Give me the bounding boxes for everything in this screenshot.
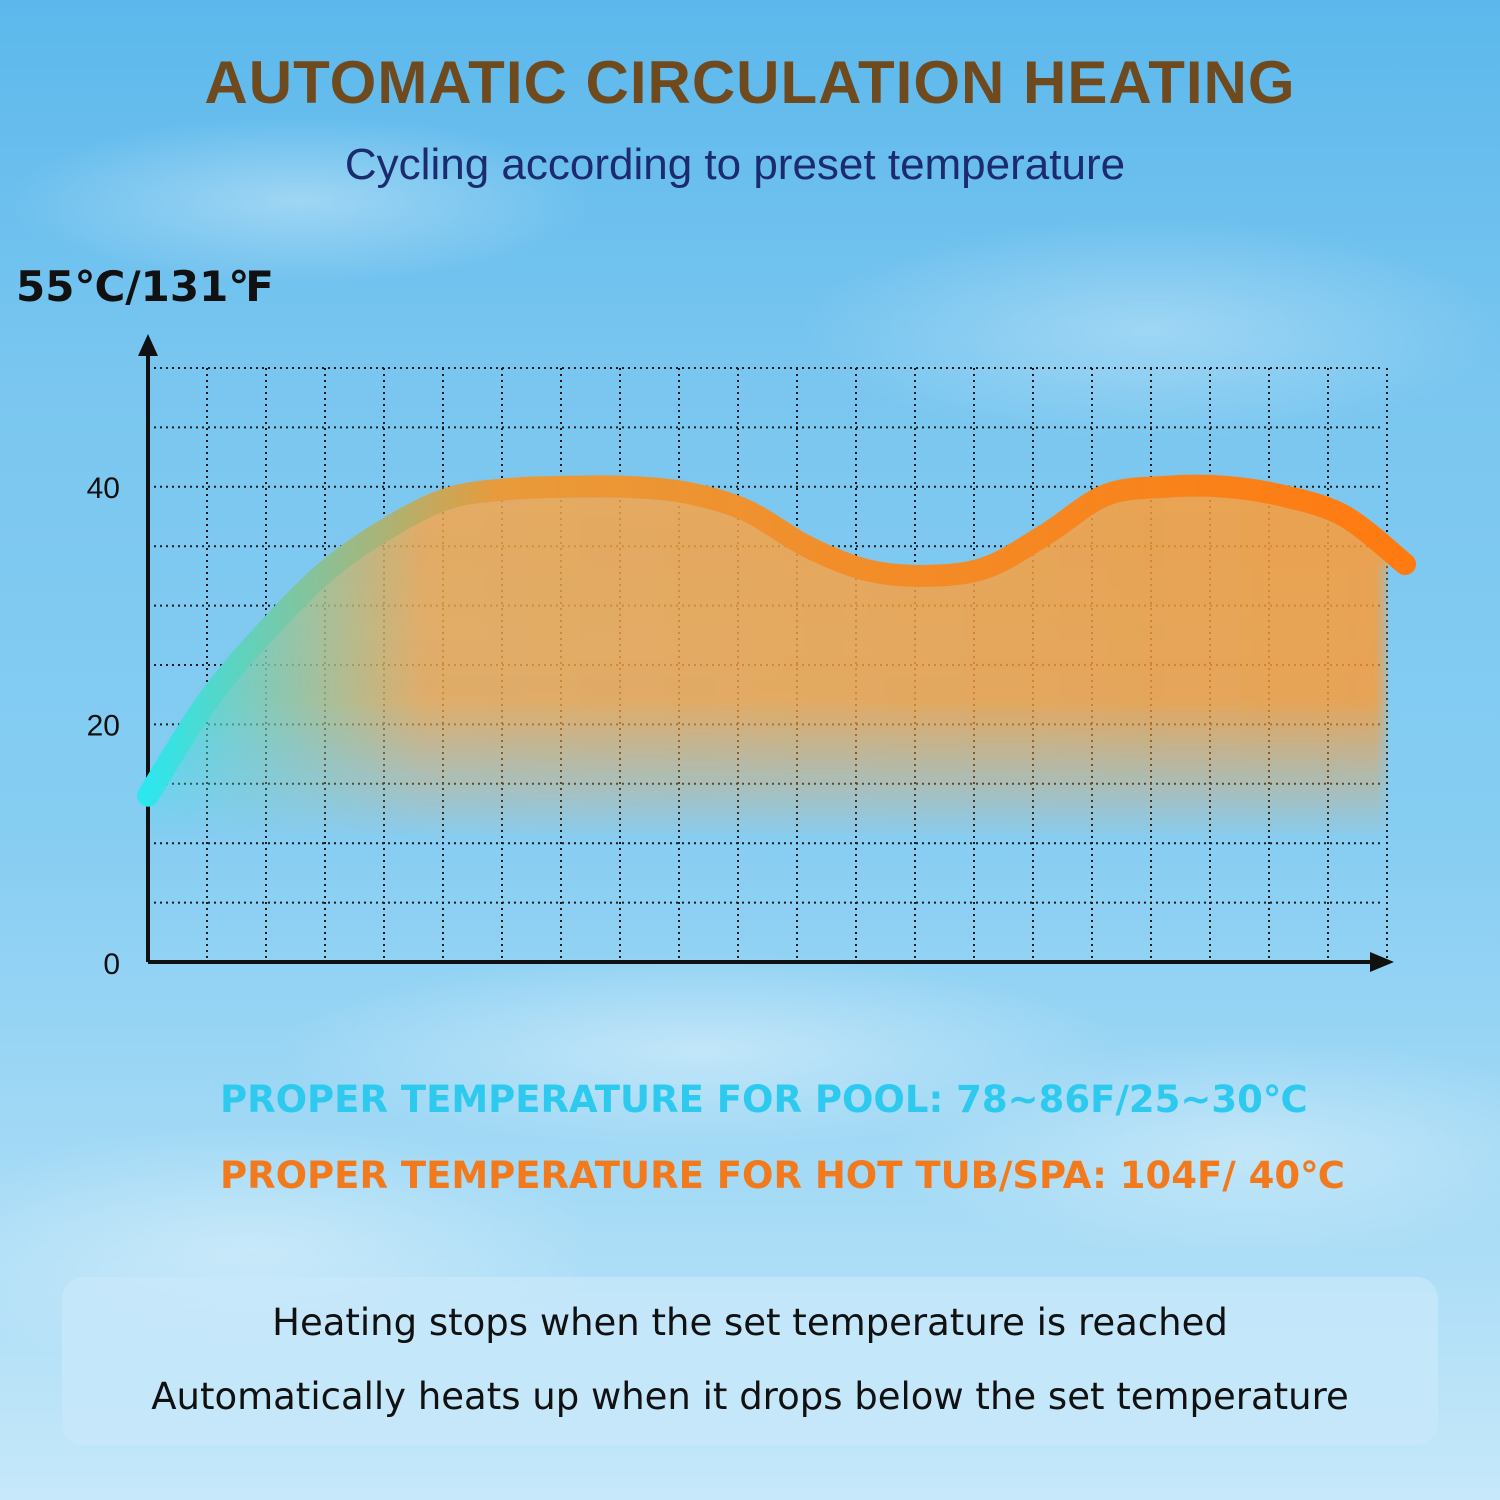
axes xyxy=(138,334,1394,972)
x-axis-arrow xyxy=(1370,952,1394,972)
y-tick-label: 20 xyxy=(87,709,120,742)
y-tick-label: 0 xyxy=(103,948,120,981)
y-axis-arrow xyxy=(138,334,158,356)
pool-temperature-note: PROPER TEMPERATURE FOR POOL: 78~86F/25~3… xyxy=(220,1078,1308,1121)
page-subtitle: Cycling according to preset temperature xyxy=(344,140,1126,189)
y-tick-labels: 0 20 40 xyxy=(87,472,120,981)
temperature-area xyxy=(148,485,1405,850)
info-line-2: Automatically heats up when it drops bel… xyxy=(151,1375,1349,1418)
y-tick-label: 40 xyxy=(87,472,120,505)
spa-temperature-note: PROPER TEMPERATURE FOR HOT TUB/SPA: 104F… xyxy=(220,1154,1345,1197)
y-axis-max-label: 55℃/131℉ xyxy=(16,262,274,311)
info-line-1: Heating stops when the set temperature i… xyxy=(272,1301,1228,1344)
info-box: Heating stops when the set temperature i… xyxy=(62,1277,1438,1445)
page-title: AUTOMATIC CIRCULATION HEATING xyxy=(204,49,1296,116)
temperature-curve xyxy=(137,474,1416,807)
